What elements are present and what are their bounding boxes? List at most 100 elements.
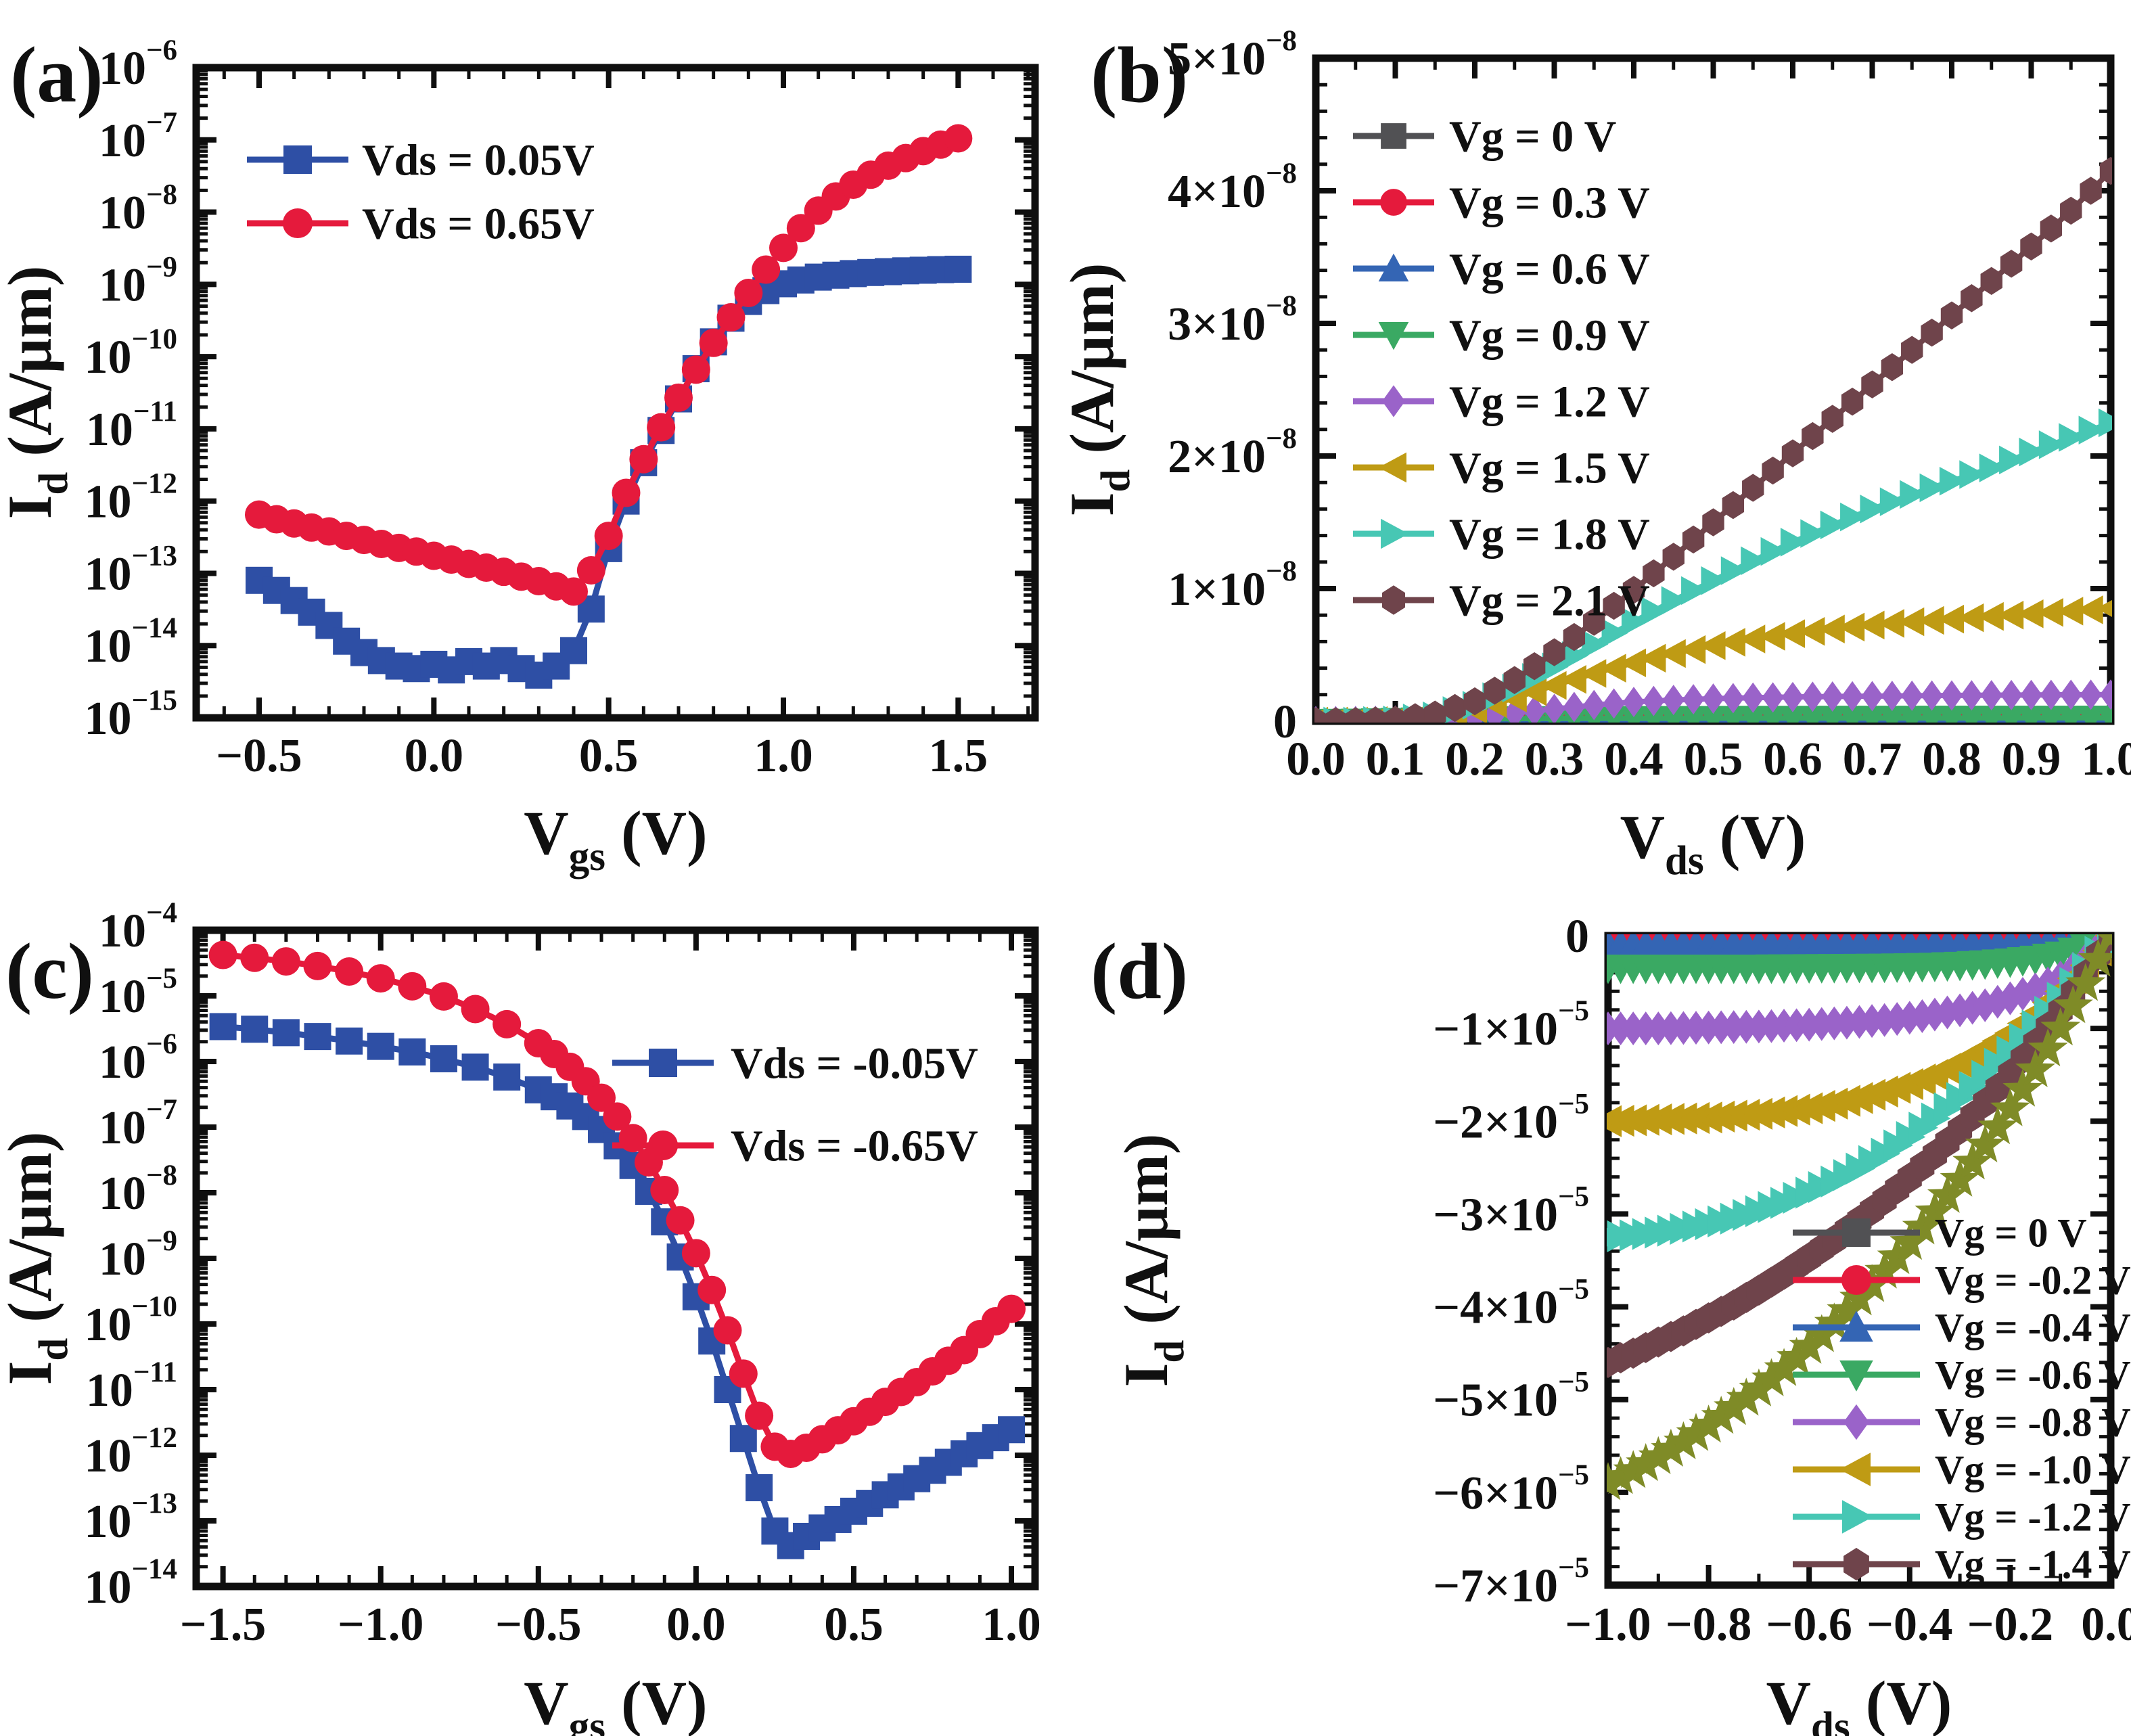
- data-point-marker: [1772, 1009, 1797, 1043]
- data-point-marker: [2060, 196, 2082, 225]
- data-point-marker: [1607, 1456, 1641, 1494]
- y-tick-label: 10−4: [99, 897, 177, 957]
- data-point-marker: [1802, 1314, 1842, 1352]
- y-tick-label: 10−5: [99, 963, 177, 1023]
- data-point-marker: [2057, 597, 2084, 626]
- series-markers-Vds = 0.05V: [246, 255, 972, 689]
- y-tick-label: −7×10−5: [1433, 1552, 1589, 1612]
- legend-item-Vg = -0.8 V: Vg = -0.8 V: [1793, 1400, 2131, 1444]
- data-point-marker: [1755, 1096, 1785, 1128]
- data-point-marker: [1798, 706, 1827, 723]
- data-point-marker: [2096, 706, 2112, 723]
- data-point-marker: [1762, 682, 1784, 713]
- data-point-marker: [1858, 706, 1887, 723]
- x-tick-label: 0.7: [1843, 733, 1902, 785]
- data-point-marker: [1821, 405, 1843, 433]
- y-tick-label: −2×10−5: [1433, 1088, 1589, 1148]
- data-point-marker: [1701, 1396, 1741, 1434]
- data-point-marker: [2036, 598, 2063, 627]
- x-tick-labels: −1.5 −1.0 −0.5 0.0 0.5 1.0: [180, 1599, 1041, 1651]
- data-point-marker: [1503, 666, 1526, 694]
- series-line-Vds = 0.05V: [257, 266, 959, 679]
- series-markers-Vg = 2.1 V: [1314, 156, 2112, 723]
- x-tick-label: −0.6: [1766, 1599, 1852, 1651]
- data-point-marker: [2099, 156, 2112, 185]
- x-tick-label: −0.5: [495, 1599, 581, 1651]
- data-point-marker: [1940, 1158, 1980, 1197]
- y-tick-labels: 10−6 10−7 10−8 10−9 10−10 10−11 10−12 10−13 10−1…: [84, 35, 177, 745]
- data-point-marker: [1781, 1093, 1810, 1126]
- data-point-marker: [1901, 680, 1923, 711]
- data-point-marker: [1721, 1010, 1746, 1045]
- x-tick-label: 0.0: [666, 1599, 726, 1651]
- y-tick-label: 10−13: [84, 540, 177, 600]
- legend-item-Vg = 0.9 V: Vg = 0.9 V: [1353, 311, 1650, 360]
- x-axis-title: Vds (V): [1766, 1668, 1952, 1736]
- data-point-marker: [786, 214, 815, 243]
- data-point-marker: [1582, 630, 1609, 659]
- data-point-marker: [1841, 681, 1864, 712]
- y-tick-labels: 0 −1×10−5 −2×10−5 −3×10−5 −4×10−5 −5×10−5 −6×1…: [1433, 911, 1589, 1612]
- data-point-marker: [2027, 1028, 2068, 1067]
- legend: Vg = 0 V Vg = 0.3 V Vg = 0.6 V Vg = 0.9 V Vg…: [1353, 112, 1650, 625]
- y-tick-labels: 0 1×10−8 2×10−8 3×10−8 4×10−8 5×10−8: [1168, 25, 1297, 748]
- data-point-marker: [1746, 1009, 1771, 1044]
- data-point-marker: [734, 279, 763, 308]
- data-point-marker: [283, 145, 312, 174]
- data-point-marker: [1540, 670, 1567, 700]
- data-point-marker: [2040, 214, 2063, 243]
- data-point-marker: [1889, 1221, 1930, 1260]
- data-point-marker: [1559, 665, 1586, 694]
- data-point-marker: [1798, 616, 1825, 646]
- data-point-marker: [366, 964, 395, 993]
- data-point-marker: [1722, 490, 1745, 520]
- x-tick-label: 0.0: [405, 730, 464, 782]
- data-point-marker: [1839, 1277, 1879, 1316]
- data-point-marker: [1861, 370, 1883, 398]
- series-group: [208, 940, 1026, 1559]
- data-point-marker: [1344, 707, 1367, 723]
- data-point-marker: [713, 1316, 742, 1345]
- y-tick-label: 5×10−8: [1168, 25, 1297, 85]
- data-point-marker: [1957, 603, 1984, 633]
- data-point-marker: [1681, 576, 1708, 606]
- data-point-marker: [1722, 683, 1745, 714]
- data-point-marker: [1758, 622, 1785, 651]
- data-point-marker: [1381, 518, 1409, 549]
- x-tick-label: −1.5: [180, 1599, 266, 1651]
- data-point-marker: [647, 1130, 679, 1161]
- data-point-marker: [752, 255, 781, 284]
- data-point-marker: [1927, 1174, 1968, 1213]
- x-tick-label: −0.2: [1967, 1599, 2053, 1651]
- data-point-marker: [430, 1045, 457, 1072]
- legend-label: Vg = 1.5 V: [1449, 443, 1650, 493]
- data-point-marker: [1965, 1124, 2005, 1163]
- data-point-marker: [1739, 706, 1768, 723]
- data-point-marker: [1314, 707, 1327, 723]
- data-point-marker: [461, 995, 490, 1024]
- data-point-marker: [944, 255, 972, 283]
- series-markers-Vds = -0.05V: [209, 1013, 1026, 1559]
- data-point-marker: [1814, 1302, 1854, 1341]
- x-tick-labels: −1.0 −0.8 −0.6 −0.4 −0.2 0.0: [1565, 1599, 2131, 1651]
- data-point-marker: [2000, 250, 2023, 278]
- y-tick-label: 3×10−8: [1168, 290, 1297, 350]
- data-point-marker: [2036, 706, 2066, 723]
- data-point-marker: [1939, 467, 1967, 496]
- data-point-marker: [2020, 679, 2042, 710]
- data-point-marker: [1601, 618, 1628, 647]
- panel-d: −1.0 −0.8 −0.6 −0.4 −0.2 0.0 0 −1×10−5 −2×10−5 −3…: [1091, 911, 2131, 1736]
- data-point-marker: [1980, 267, 2002, 295]
- legend-item-Vg = 1.2 V: Vg = 1.2 V: [1353, 377, 1650, 426]
- data-point-marker: [647, 413, 676, 442]
- data-point-marker: [1879, 487, 1907, 516]
- data-point-marker: [1742, 474, 1764, 502]
- data-point-marker: [1622, 576, 1645, 604]
- data-point-marker: [1821, 681, 1843, 712]
- data-point-marker: [1831, 1084, 1860, 1117]
- data-point-marker: [716, 303, 746, 332]
- data-point-marker: [699, 328, 728, 357]
- data-point-marker: [2076, 706, 2105, 723]
- data-point-marker: [1641, 597, 1668, 626]
- x-tick-label: −1.0: [1565, 1599, 1651, 1651]
